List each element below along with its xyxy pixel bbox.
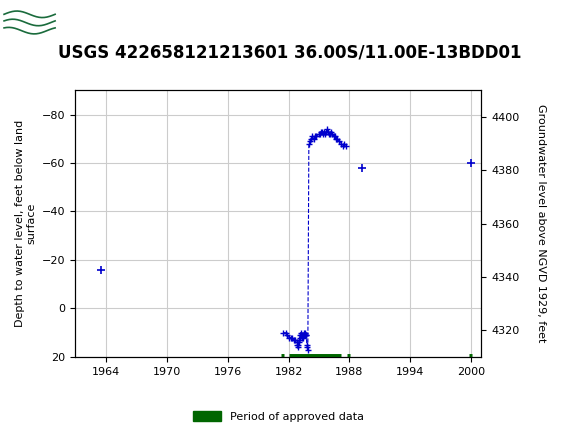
Text: USGS 422658121213601 36.00S/11.00E-13BDD01: USGS 422658121213601 36.00S/11.00E-13BDD…: [58, 44, 522, 61]
Y-axis label: Groundwater level above NGVD 1929, feet: Groundwater level above NGVD 1929, feet: [536, 104, 546, 343]
Bar: [3, 2, 58, 39]
Text: USGS: USGS: [64, 11, 124, 30]
Legend: Period of approved data: Period of approved data: [188, 406, 368, 426]
Y-axis label: Depth to water level, feet below land
surface: Depth to water level, feet below land su…: [15, 120, 37, 327]
